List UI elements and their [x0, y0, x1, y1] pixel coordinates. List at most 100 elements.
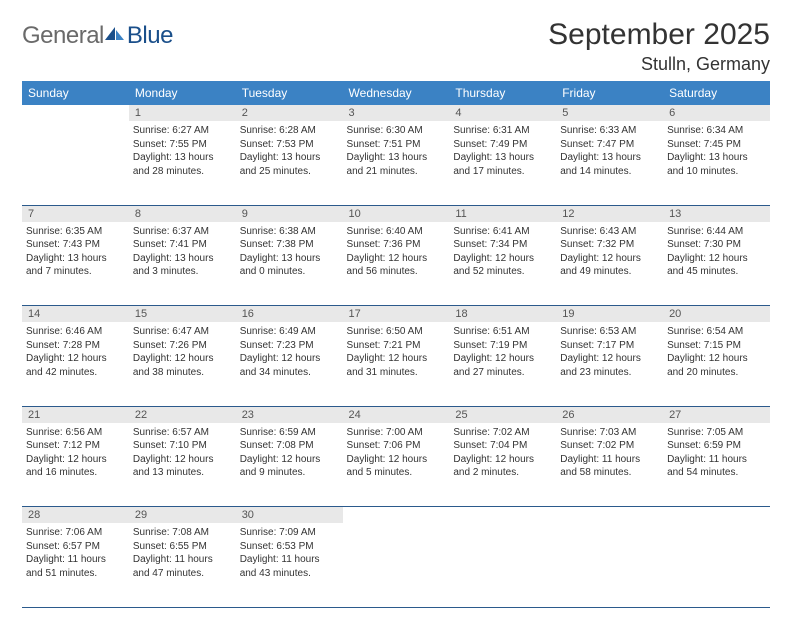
day-number-cell: 16 — [236, 306, 343, 323]
daylight-line: Daylight: 12 hours and 27 minutes. — [453, 352, 552, 379]
sunset-line: Sunset: 7:30 PM — [667, 238, 766, 252]
sunset-line: Sunset: 7:47 PM — [560, 138, 659, 152]
day-info-cell: Sunrise: 6:50 AMSunset: 7:21 PMDaylight:… — [343, 322, 450, 406]
day-number-cell: 4 — [449, 105, 556, 121]
day-number-cell: 30 — [236, 507, 343, 524]
daylight-line: Daylight: 12 hours and 49 minutes. — [560, 252, 659, 279]
day-number-cell: 22 — [129, 406, 236, 423]
logo-text-blue: Blue — [127, 22, 173, 50]
day-number-cell: 17 — [343, 306, 450, 323]
daylight-line: Daylight: 11 hours and 51 minutes. — [26, 553, 125, 580]
daylight-line: Daylight: 12 hours and 16 minutes. — [26, 453, 125, 480]
sunrise-line: Sunrise: 6:49 AM — [240, 325, 339, 339]
title-block: September 2025 Stulln, Germany — [548, 18, 770, 75]
sunrise-line: Sunrise: 6:51 AM — [453, 325, 552, 339]
sunrise-line: Sunrise: 6:38 AM — [240, 225, 339, 239]
col-monday: Monday — [129, 81, 236, 105]
day-info-cell: Sunrise: 6:31 AMSunset: 7:49 PMDaylight:… — [449, 121, 556, 205]
col-sunday: Sunday — [22, 81, 129, 105]
day-number-cell: 12 — [556, 205, 663, 222]
day-info-cell: Sunrise: 6:30 AMSunset: 7:51 PMDaylight:… — [343, 121, 450, 205]
sunrise-line: Sunrise: 7:02 AM — [453, 426, 552, 440]
day-number-cell: 1 — [129, 105, 236, 121]
logo: General Blue — [22, 18, 173, 50]
sunrise-line: Sunrise: 7:00 AM — [347, 426, 446, 440]
daylight-line: Daylight: 13 hours and 7 minutes. — [26, 252, 125, 279]
day-info-cell: Sunrise: 7:08 AMSunset: 6:55 PMDaylight:… — [129, 523, 236, 607]
day-number-cell: 15 — [129, 306, 236, 323]
day-number-cell: 2 — [236, 105, 343, 121]
sunrise-line: Sunrise: 6:31 AM — [453, 124, 552, 138]
day-number-cell: 10 — [343, 205, 450, 222]
daylight-line: Daylight: 13 hours and 3 minutes. — [133, 252, 232, 279]
day-number-row: 14151617181920 — [22, 306, 770, 323]
day-info-cell: Sunrise: 7:09 AMSunset: 6:53 PMDaylight:… — [236, 523, 343, 607]
header: General Blue September 2025 Stulln, Germ… — [22, 18, 770, 75]
day-number-cell — [556, 507, 663, 524]
sunrise-line: Sunrise: 6:44 AM — [667, 225, 766, 239]
sunrise-line: Sunrise: 6:30 AM — [347, 124, 446, 138]
day-info-cell: Sunrise: 7:03 AMSunset: 7:02 PMDaylight:… — [556, 423, 663, 507]
daylight-line: Daylight: 13 hours and 14 minutes. — [560, 151, 659, 178]
sunset-line: Sunset: 7:02 PM — [560, 439, 659, 453]
day-info-cell — [449, 523, 556, 607]
col-tuesday: Tuesday — [236, 81, 343, 105]
day-number-cell: 13 — [663, 205, 770, 222]
calendar-page: General Blue September 2025 Stulln, Germ… — [0, 0, 792, 618]
day-info-cell: Sunrise: 6:51 AMSunset: 7:19 PMDaylight:… — [449, 322, 556, 406]
daylight-line: Daylight: 11 hours and 43 minutes. — [240, 553, 339, 580]
sunrise-line: Sunrise: 6:43 AM — [560, 225, 659, 239]
day-info-cell: Sunrise: 6:27 AMSunset: 7:55 PMDaylight:… — [129, 121, 236, 205]
daylight-line: Daylight: 12 hours and 13 minutes. — [133, 453, 232, 480]
day-info-cell: Sunrise: 6:34 AMSunset: 7:45 PMDaylight:… — [663, 121, 770, 205]
sunrise-line: Sunrise: 6:34 AM — [667, 124, 766, 138]
day-number-cell: 19 — [556, 306, 663, 323]
sunrise-line: Sunrise: 6:33 AM — [560, 124, 659, 138]
day-number-cell: 20 — [663, 306, 770, 323]
daylight-line: Daylight: 11 hours and 47 minutes. — [133, 553, 232, 580]
day-number-cell: 5 — [556, 105, 663, 121]
day-number-cell — [22, 105, 129, 121]
sunset-line: Sunset: 6:55 PM — [133, 540, 232, 554]
sunrise-line: Sunrise: 7:09 AM — [240, 526, 339, 540]
day-info-cell: Sunrise: 6:59 AMSunset: 7:08 PMDaylight:… — [236, 423, 343, 507]
sunset-line: Sunset: 7:04 PM — [453, 439, 552, 453]
sunrise-line: Sunrise: 6:41 AM — [453, 225, 552, 239]
col-saturday: Saturday — [663, 81, 770, 105]
sunset-line: Sunset: 7:28 PM — [26, 339, 125, 353]
sunset-line: Sunset: 7:49 PM — [453, 138, 552, 152]
sunset-line: Sunset: 7:19 PM — [453, 339, 552, 353]
day-info-cell — [343, 523, 450, 607]
day-info-cell — [556, 523, 663, 607]
day-number-cell: 25 — [449, 406, 556, 423]
day-number-cell: 27 — [663, 406, 770, 423]
day-number-row: 21222324252627 — [22, 406, 770, 423]
sunrise-line: Sunrise: 6:57 AM — [133, 426, 232, 440]
day-number-cell: 14 — [22, 306, 129, 323]
day-info-row: Sunrise: 6:27 AMSunset: 7:55 PMDaylight:… — [22, 121, 770, 205]
sunset-line: Sunset: 6:59 PM — [667, 439, 766, 453]
daylight-line: Daylight: 12 hours and 38 minutes. — [133, 352, 232, 379]
daylight-line: Daylight: 11 hours and 54 minutes. — [667, 453, 766, 480]
daylight-line: Daylight: 13 hours and 0 minutes. — [240, 252, 339, 279]
sunset-line: Sunset: 7:26 PM — [133, 339, 232, 353]
sunset-line: Sunset: 7:12 PM — [26, 439, 125, 453]
sunrise-line: Sunrise: 6:27 AM — [133, 124, 232, 138]
sunset-line: Sunset: 7:23 PM — [240, 339, 339, 353]
daylight-line: Daylight: 13 hours and 10 minutes. — [667, 151, 766, 178]
sunrise-line: Sunrise: 7:06 AM — [26, 526, 125, 540]
sunrise-line: Sunrise: 6:54 AM — [667, 325, 766, 339]
daylight-line: Daylight: 12 hours and 42 minutes. — [26, 352, 125, 379]
sunset-line: Sunset: 7:41 PM — [133, 238, 232, 252]
day-number-cell: 29 — [129, 507, 236, 524]
sunset-line: Sunset: 7:10 PM — [133, 439, 232, 453]
day-number-cell: 9 — [236, 205, 343, 222]
sunrise-line: Sunrise: 6:40 AM — [347, 225, 446, 239]
day-info-cell: Sunrise: 6:43 AMSunset: 7:32 PMDaylight:… — [556, 222, 663, 306]
sunset-line: Sunset: 6:57 PM — [26, 540, 125, 554]
daylight-line: Daylight: 13 hours and 28 minutes. — [133, 151, 232, 178]
day-info-cell: Sunrise: 6:40 AMSunset: 7:36 PMDaylight:… — [343, 222, 450, 306]
day-info-row: Sunrise: 6:46 AMSunset: 7:28 PMDaylight:… — [22, 322, 770, 406]
col-friday: Friday — [556, 81, 663, 105]
daylight-line: Daylight: 13 hours and 25 minutes. — [240, 151, 339, 178]
